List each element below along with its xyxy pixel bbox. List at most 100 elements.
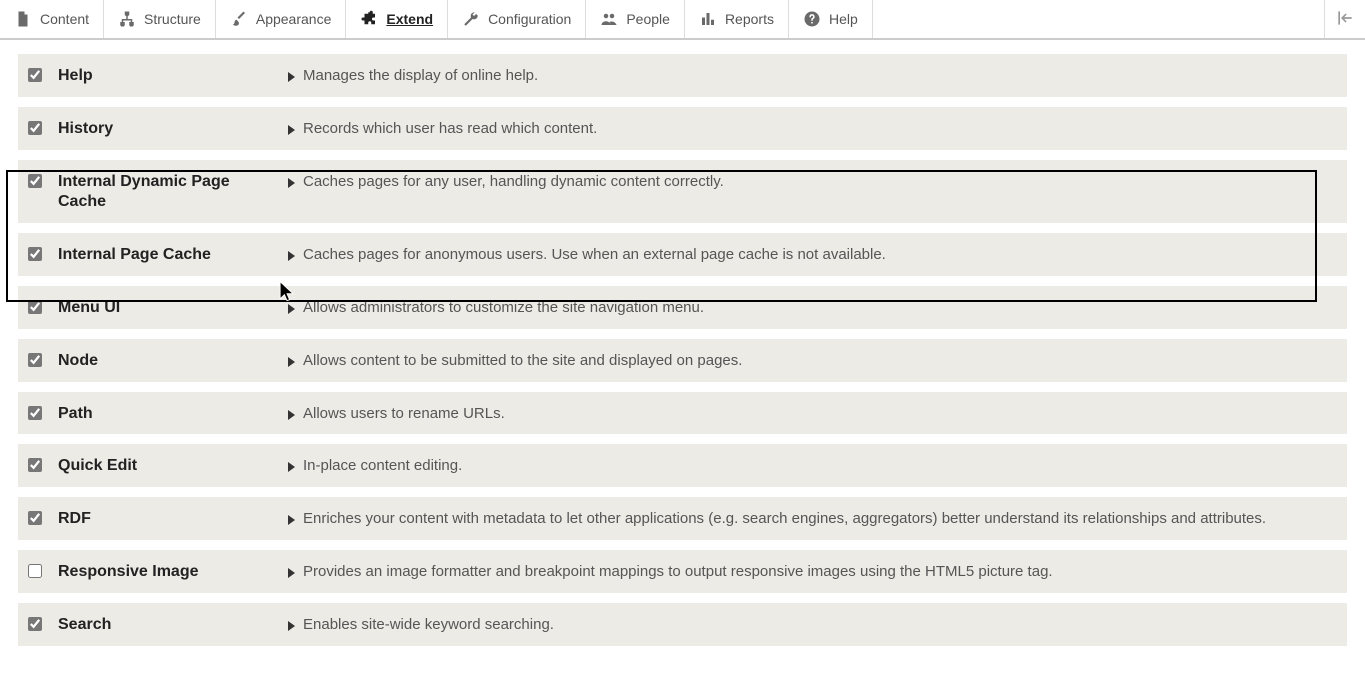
module-row: Responsive Image Provides an image format…	[18, 550, 1347, 593]
module-row: Internal Dynamic Page Cache Caches pages …	[18, 160, 1347, 224]
module-description: Enriches your content with metadata to l…	[303, 510, 1266, 527]
toolbar-item-reports[interactable]: Reports	[685, 0, 789, 38]
toolbar-item-appearance[interactable]: Appearance	[216, 0, 347, 38]
module-enable-checkbox[interactable]	[28, 300, 42, 314]
module-description-cell: Caches pages for anonymous users. Use wh…	[288, 243, 1335, 263]
module-row: Path Allows users to rename URLs.	[18, 392, 1347, 435]
module-description-cell: Provides an image formatter and breakpoi…	[288, 560, 1335, 580]
toolbar-item-label: Configuration	[488, 11, 571, 27]
expand-triangle-icon[interactable]	[288, 125, 295, 135]
expand-triangle-icon[interactable]	[288, 515, 295, 525]
module-enable-checkbox[interactable]	[28, 564, 42, 578]
module-enable-checkbox[interactable]	[28, 511, 42, 525]
expand-triangle-icon[interactable]	[288, 568, 295, 578]
toolbar-item-people[interactable]: People	[586, 0, 685, 38]
expand-triangle-icon[interactable]	[288, 304, 295, 314]
page-body: HelpManages the display of online help.H…	[0, 40, 1365, 646]
module-row: Node Allows content to be submitted to th…	[18, 339, 1347, 382]
module-name: Node	[58, 349, 288, 372]
expand-triangle-icon[interactable]	[288, 72, 295, 82]
bars-icon	[699, 10, 717, 28]
module-description-cell: Enriches your content with metadata to l…	[288, 507, 1335, 527]
module-checkbox-cell	[28, 560, 58, 578]
module-enable-checkbox[interactable]	[28, 68, 42, 82]
module-name: RDF	[58, 507, 288, 530]
puzzle-icon	[360, 10, 378, 28]
module-name: Search	[58, 613, 288, 636]
toolbar-item-label: People	[626, 11, 670, 27]
module-checkbox-cell	[28, 243, 58, 261]
module-name: Help	[58, 64, 288, 87]
module-description: Allows content to be submitted to the si…	[303, 352, 742, 369]
toolbar-item-configuration[interactable]: Configuration	[448, 0, 586, 38]
module-name: Responsive Image	[58, 560, 288, 583]
module-description-cell: Allows administrators to customize the s…	[288, 296, 1335, 316]
toolbar-item-label: Reports	[725, 11, 774, 27]
toolbar-item-label: Content	[40, 11, 89, 27]
toolbar-spacer	[873, 0, 1324, 38]
toolbar-item-label: Extend	[386, 11, 433, 27]
module-description-cell: Allows content to be submitted to the si…	[288, 349, 1335, 369]
people-icon	[600, 10, 618, 28]
module-enable-checkbox[interactable]	[28, 121, 42, 135]
expand-triangle-icon[interactable]	[288, 357, 295, 367]
expand-triangle-icon[interactable]	[288, 178, 295, 188]
module-enable-checkbox[interactable]	[28, 247, 42, 261]
toolbar-item-structure[interactable]: Structure	[104, 0, 216, 38]
file-icon	[14, 10, 32, 28]
module-description: Enables site-wide keyword searching.	[303, 616, 554, 633]
module-description-cell: Manages the display of online help.	[288, 64, 1335, 84]
module-description-cell: Records which user has read which conten…	[288, 117, 1335, 137]
module-row: Search Enables site-wide keyword searchin…	[18, 603, 1347, 646]
toolbar-item-content[interactable]: Content	[0, 0, 104, 38]
expand-triangle-icon[interactable]	[288, 410, 295, 420]
hierarchy-icon	[118, 10, 136, 28]
module-description: Allows administrators to customize the s…	[303, 299, 704, 316]
module-row: Help Manages the display of online help.	[18, 54, 1347, 97]
module-name: History	[58, 117, 288, 140]
module-description-cell: Enables site-wide keyword searching.	[288, 613, 1335, 633]
module-name: Path	[58, 402, 288, 425]
module-enable-checkbox[interactable]	[28, 406, 42, 420]
module-checkbox-cell	[28, 454, 58, 472]
module-checkbox-cell	[28, 296, 58, 314]
expand-triangle-icon[interactable]	[288, 251, 295, 261]
module-description: Records which user has read which conten…	[303, 120, 597, 137]
collapse-left-icon	[1335, 8, 1355, 31]
module-enable-checkbox[interactable]	[28, 174, 42, 188]
module-description: Caches pages for anonymous users. Use wh…	[303, 246, 886, 263]
module-row: Quick Edit In-place content editing.	[18, 444, 1347, 487]
module-description-cell: Caches pages for any user, handling dyna…	[288, 170, 1335, 190]
module-list: HelpManages the display of online help.H…	[18, 54, 1347, 646]
toolbar-item-extend[interactable]: Extend	[346, 0, 448, 38]
module-description-cell: In-place content editing.	[288, 454, 1335, 474]
expand-triangle-icon[interactable]	[288, 462, 295, 472]
module-enable-checkbox[interactable]	[28, 617, 42, 631]
module-checkbox-cell	[28, 170, 58, 188]
module-row: Internal Page CacheCaches pages for anon…	[18, 233, 1347, 276]
module-row: RDF Enriches your content with metadata t…	[18, 497, 1347, 540]
module-enable-checkbox[interactable]	[28, 353, 42, 367]
module-name: Quick Edit	[58, 454, 288, 477]
module-checkbox-cell	[28, 613, 58, 631]
toolbar-item-label: Structure	[144, 11, 201, 27]
module-description: In-place content editing.	[303, 457, 462, 474]
module-row: History Records which user has read which…	[18, 107, 1347, 150]
toolbar-item-help[interactable]: Help	[789, 0, 873, 38]
module-description: Caches pages for any user, handling dyna…	[303, 173, 724, 190]
module-name: Menu UI	[58, 296, 288, 319]
module-description-cell: Allows users to rename URLs.	[288, 402, 1335, 422]
toolbar-orientation-toggle[interactable]	[1324, 0, 1365, 38]
module-description: Provides an image formatter and breakpoi…	[303, 563, 1053, 580]
module-name: Internal Dynamic Page Cache	[58, 170, 288, 214]
module-description: Manages the display of online help.	[303, 67, 538, 84]
module-checkbox-cell	[28, 507, 58, 525]
module-description: Allows users to rename URLs.	[303, 405, 505, 422]
module-checkbox-cell	[28, 64, 58, 82]
module-row: Menu UI Allows administrators to customiz…	[18, 286, 1347, 329]
expand-triangle-icon[interactable]	[288, 621, 295, 631]
module-enable-checkbox[interactable]	[28, 458, 42, 472]
admin-toolbar: Content Structure Appearance Extend Configur…	[0, 0, 1365, 40]
wrench-icon	[462, 10, 480, 28]
module-checkbox-cell	[28, 117, 58, 135]
